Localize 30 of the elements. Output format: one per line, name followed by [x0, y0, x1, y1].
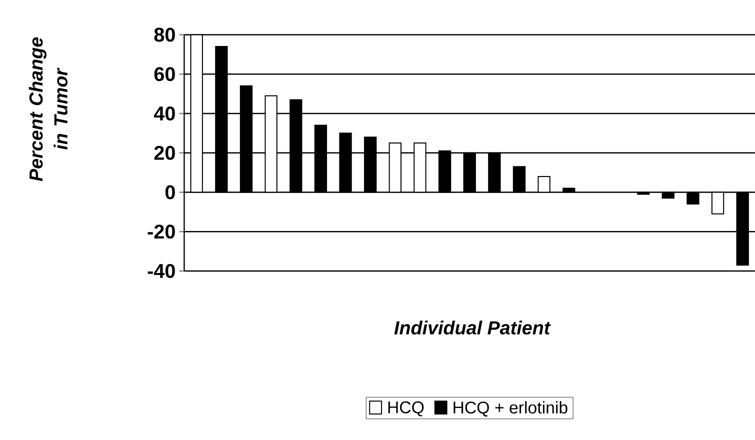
bar [512, 166, 526, 193]
y-tick-label: -20 [148, 224, 175, 239]
y-tick-label: 60 [154, 67, 175, 82]
bar [538, 176, 550, 193]
bar [314, 124, 328, 193]
bar [662, 192, 674, 199]
legend-label: HCQ + erlotinib [454, 401, 568, 417]
bar [215, 46, 228, 193]
legend-label: HCQ [388, 402, 424, 416]
y-tick-label: -40 [148, 264, 175, 278]
bar [388, 142, 402, 193]
bar [686, 192, 700, 205]
bar [488, 152, 501, 193]
bar [562, 188, 576, 193]
bar [736, 192, 749, 266]
bar [290, 99, 302, 193]
bar [414, 142, 426, 193]
bar [711, 192, 724, 215]
bar [463, 152, 476, 193]
y-tick-label: 20 [154, 146, 175, 160]
y-tick-label: 80 [154, 28, 175, 42]
bar [364, 136, 377, 193]
y-axis-title: Percent Change in Tumor [28, 38, 68, 182]
bar [339, 132, 352, 193]
y-tick-label: 0 [165, 185, 175, 200]
bar [438, 150, 452, 193]
y-tick-label: 40 [154, 106, 175, 121]
bar [240, 86, 253, 193]
x-axis-title: Individual Patient [394, 320, 551, 335]
bar [264, 95, 278, 193]
